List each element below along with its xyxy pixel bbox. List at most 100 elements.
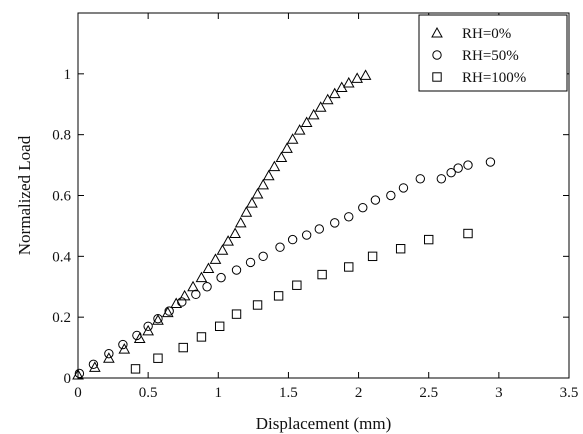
circle-point [436, 174, 447, 184]
legend-label: RH=0% [462, 26, 511, 42]
circle-point [275, 242, 285, 252]
y-tick-label: 0.2 [52, 310, 71, 326]
triangle-point [240, 206, 253, 217]
triangle-point [103, 352, 115, 363]
square-point [424, 234, 434, 245]
circle-point [245, 257, 256, 268]
y-tick-label: 0.6 [52, 189, 71, 205]
triangle-point [351, 72, 364, 83]
series-square [130, 228, 473, 374]
data-points [72, 69, 496, 380]
x-tick-label: 1 [215, 385, 223, 401]
circle-point [143, 321, 153, 331]
triangle-point [152, 314, 164, 325]
circle-point [386, 190, 396, 201]
triangle-point [178, 289, 191, 301]
circle-point [177, 297, 187, 307]
legend: RH=0% RH=50% RH=100% [418, 14, 568, 92]
square-point [395, 244, 406, 254]
legend-label: RH=100% [462, 70, 526, 86]
triangle-point [359, 69, 372, 80]
circle-point [202, 282, 212, 292]
circle-point [398, 183, 409, 193]
triangle-point [321, 93, 334, 105]
triangle-point [234, 216, 247, 228]
circle-point [164, 306, 174, 316]
triangle-point [328, 87, 341, 99]
triangle-point [133, 332, 146, 343]
square-point [367, 251, 378, 262]
x-tick-label: 1.5 [279, 385, 298, 401]
circle-point [314, 224, 324, 234]
circle-point [370, 195, 381, 205]
square-point [317, 269, 327, 280]
triangle-point [246, 197, 258, 208]
triangle-point [293, 124, 306, 135]
square-point [344, 262, 354, 272]
circle-point [231, 265, 242, 275]
triangle-point [209, 253, 222, 264]
triangle-point [314, 101, 327, 112]
x-tick-label: 0.5 [139, 385, 158, 401]
triangle-point [251, 187, 264, 199]
circle-point [358, 202, 368, 213]
triangle-point [300, 116, 313, 127]
square-point [463, 228, 473, 239]
triangle-point [195, 271, 208, 283]
circle-point [153, 313, 163, 324]
triangle-point [229, 227, 241, 239]
triangle-point [307, 108, 320, 120]
circle-point [191, 289, 201, 300]
square-point [273, 291, 284, 301]
legend-box [418, 14, 568, 92]
circle-point [118, 339, 128, 350]
circle-point [132, 330, 142, 341]
triangle-point [342, 76, 355, 88]
triangle-point [268, 160, 281, 172]
circle-point [104, 348, 114, 359]
square-point [231, 309, 242, 319]
triangle-point [202, 262, 215, 273]
triangle-point [216, 244, 229, 255]
legend-label: RH=50% [462, 48, 519, 64]
square-point [178, 342, 188, 353]
circle-point [88, 359, 99, 370]
circle-point [301, 230, 312, 240]
triangle-point [262, 169, 275, 181]
axis-ticks: 0 0.5 1 1.5 2 2.5 3 3.5 0 0.2 0.4 0.6 0.8 1 [52, 13, 578, 401]
y-axis-label: Normalized Load [15, 135, 34, 255]
series-circle [74, 157, 496, 379]
triangle-point [187, 280, 199, 292]
x-tick-label: 0 [74, 385, 82, 401]
triangle-point [257, 178, 270, 190]
x-tick-label: 3.5 [560, 385, 579, 401]
y-tick-label: 0.4 [52, 249, 71, 265]
circle-point [74, 368, 85, 379]
circle-point [446, 167, 456, 178]
square-point [130, 364, 141, 374]
triangle-point [170, 297, 183, 308]
legend-items: RH=0% RH=50% RH=100% [431, 26, 526, 86]
circle-point [287, 234, 298, 245]
circle-point [344, 212, 354, 222]
series-triangle [72, 69, 372, 380]
x-tick-label: 2 [355, 385, 363, 401]
circle-point [330, 218, 340, 228]
y-tick-label: 0.8 [52, 128, 71, 144]
legend-triangle-marker [431, 26, 443, 38]
y-tick-label: 1 [64, 67, 72, 83]
x-tick-label: 2.5 [419, 385, 438, 401]
circle-point [453, 163, 463, 173]
x-axis-label: Displacement (mm) [256, 414, 392, 433]
y-tick-label: 0 [64, 371, 72, 387]
triangle-point [286, 133, 299, 144]
circle-point [258, 251, 268, 262]
triangle-point [222, 235, 234, 246]
circle-point [216, 272, 226, 283]
legend-square-marker [432, 72, 442, 82]
circle-point [463, 160, 473, 170]
square-point [196, 332, 207, 342]
square-point [252, 300, 263, 310]
circle-point [485, 157, 496, 167]
